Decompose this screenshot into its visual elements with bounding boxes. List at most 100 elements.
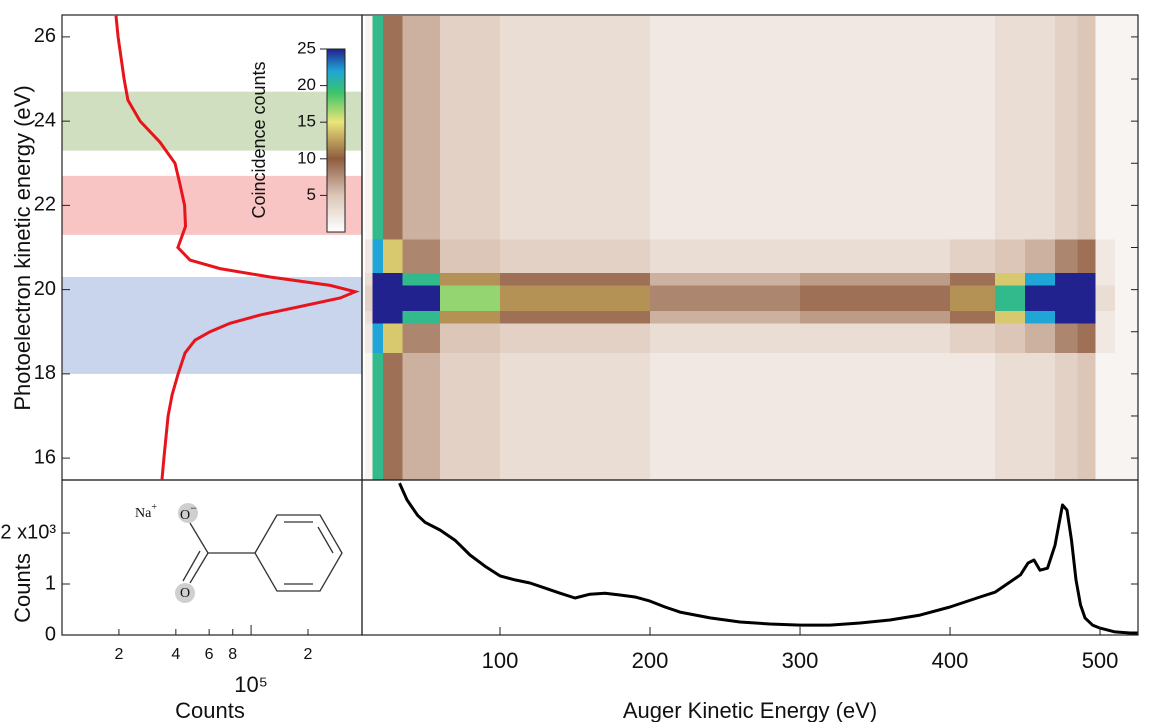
heat-cell [1115,239,1138,274]
heat-cell [1025,15,1056,240]
colorbar-tick-label: 20 [297,75,316,94]
highlight [178,503,198,523]
map-plot [365,15,1138,480]
y-tick-label: 0 [45,623,56,645]
colorbar-tick-label: 15 [297,112,316,131]
heat-cell [650,272,801,286]
heat-cell [1077,285,1096,311]
heat-cell [1077,272,1096,286]
heat-cell [440,15,501,240]
band [62,91,362,151]
heat-cell [995,323,1026,354]
heat-cell [500,323,651,354]
heat-cell [500,272,651,286]
heat-cell [500,352,651,480]
heat-cell [383,323,403,354]
molecule [175,503,343,603]
heat-cell [372,323,384,354]
heat-cell [365,323,373,354]
x-axis-title: Auger Kinetic Energy (eV) [623,698,877,722]
heat-cell [800,272,951,286]
heat-cell [1095,352,1116,480]
heat-cell [440,239,501,274]
molecule-label: Na+ [135,502,157,521]
charge: − [190,501,197,515]
spectrum-line [398,482,1138,635]
heat-cell [383,272,403,286]
heat-cell [383,239,403,274]
heat-cell [1025,272,1056,286]
frame [61,479,363,636]
x-tick-label: 200 [632,648,669,673]
heat-cell [1077,15,1096,240]
heat-cell [402,285,441,311]
heat-cell [383,310,403,324]
y-tick-label: 26 [34,25,56,47]
heat-cell [1025,239,1056,274]
heat-cell [995,352,1026,480]
oxygen: O [180,508,190,523]
heat-cell [372,310,384,324]
heat-cell [1077,310,1096,324]
x-tick-label: 300 [782,648,819,673]
heat-cell [402,239,441,274]
y-tick-label: 18 [34,362,56,384]
heat-cell [1095,323,1116,354]
heat-cell [995,285,1026,311]
heat-cell [372,272,384,286]
heat-cell [402,310,441,324]
heat-cell [1055,15,1078,240]
heat-cell [800,285,951,311]
y-tick-label: 1 [45,572,56,594]
heat-cell [1055,310,1078,324]
heat-cell [650,310,801,324]
x-tick-label: 500 [1082,648,1119,673]
colorbar-tick-label: 25 [297,38,316,57]
molecule-label: O− [180,501,197,523]
heat-cell [1115,323,1138,354]
x-tick-label: 400 [932,648,969,673]
heat-cell [950,285,996,311]
heat-cell [402,352,441,480]
band [62,175,362,235]
colorbar-tick-label: 10 [297,148,316,167]
x-tick-label: 10⁵ [234,672,268,697]
heat-cell [383,352,403,480]
heat-cell [995,239,1026,274]
x-tick-label: 8 [228,646,237,663]
heat-cell [650,239,801,274]
spectrum-plot [398,482,1138,635]
heat-cell [995,272,1026,286]
heat-cell [402,323,441,354]
heat-cell [1115,15,1138,240]
heat-cell [365,310,373,324]
y-axis-title: Counts [10,553,35,623]
heat-cell [365,272,373,286]
heat-cell [950,239,996,274]
x-tick-label: 100 [482,648,519,673]
heat-cell [800,310,951,324]
heat-cell [995,15,1026,240]
colorbar-tick-label: 5 [307,185,316,204]
heat-cell [440,272,501,286]
heat-cell [500,15,651,240]
bond [189,522,209,554]
heat-cell [365,239,373,274]
heat-cell [1055,285,1078,311]
profile-plot [62,15,362,480]
heat-cell [800,15,951,240]
x-tick-label: 6 [205,646,214,663]
heat-cell [402,272,441,286]
heat-cell [372,239,384,274]
heat-cell [402,15,441,240]
heat-cell [1095,239,1116,274]
heat-cell [1115,285,1138,311]
heat-cell [800,352,951,480]
heat-cell [950,323,996,354]
heat-cell [1095,285,1116,311]
heat-cell [1095,310,1116,324]
heat-cell [365,285,373,311]
heat-cell [1025,352,1056,480]
heat-cell [950,272,996,286]
heat-cell [1055,323,1078,354]
